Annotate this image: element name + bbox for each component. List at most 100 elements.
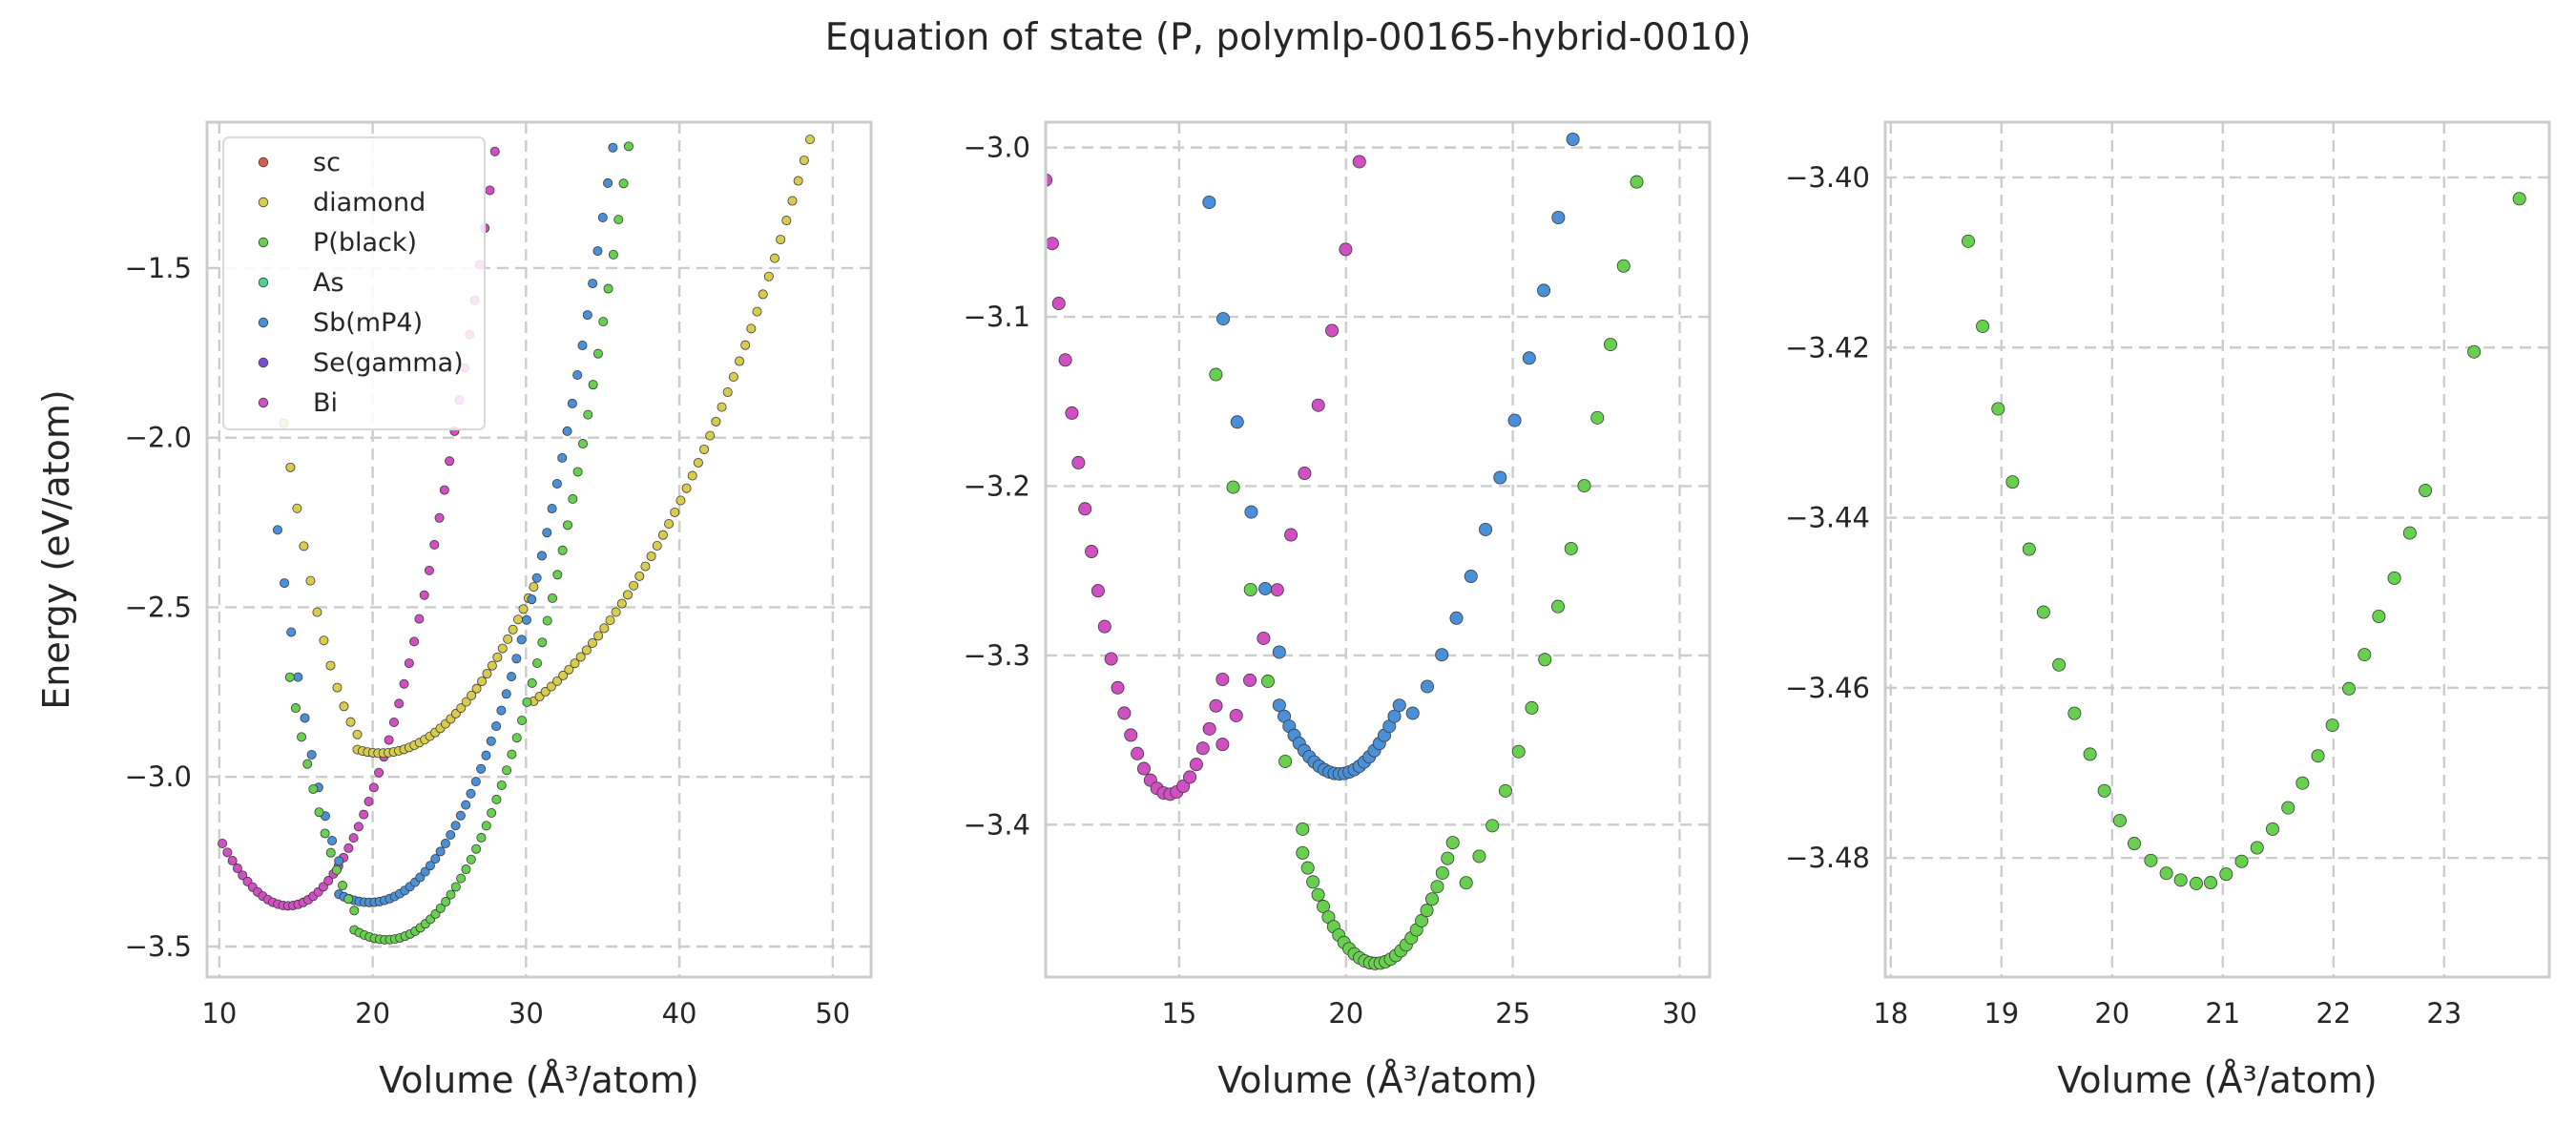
y-tick-label: −2.0 xyxy=(125,422,192,454)
data-point-bi xyxy=(424,565,434,575)
data-point-bi xyxy=(489,146,500,156)
series-bi xyxy=(218,146,500,911)
series-sb-mp4 xyxy=(1202,133,1580,781)
data-point-bi xyxy=(388,717,399,727)
data-point-p-black xyxy=(1630,175,1644,189)
data-point-p-black xyxy=(1511,744,1526,759)
data-point-sb-mp4 xyxy=(1216,312,1231,326)
data-point-sb-mp4 xyxy=(1230,415,1244,429)
data-point-p-black xyxy=(511,733,522,743)
data-point-sb-mp4 xyxy=(280,578,290,589)
data-point-sb-mp4 xyxy=(491,721,502,732)
data-point-sb-mp4 xyxy=(1522,351,1536,365)
legend-marker-sb-mp4 xyxy=(258,317,269,328)
data-point-bi xyxy=(1136,761,1151,776)
data-point-p-black xyxy=(1226,480,1240,494)
data-point-p-black xyxy=(349,906,360,916)
data-point-diamond xyxy=(518,604,529,614)
data-point-p-black xyxy=(2311,749,2325,763)
data-point-sb-mp4 xyxy=(425,861,435,871)
data-point-diamond xyxy=(818,92,826,100)
legend-label-p-black: P(black) xyxy=(313,228,417,258)
data-point-sb-mp4 xyxy=(618,69,627,77)
series-bi xyxy=(1046,155,1366,802)
data-point-p-black xyxy=(1300,861,1315,875)
data-point-sb-mp4 xyxy=(300,713,310,723)
data-point-bi xyxy=(368,782,379,793)
data-point-p-black xyxy=(2204,876,2218,890)
data-point-p-black xyxy=(2083,747,2097,761)
data-point-p-black xyxy=(572,467,583,477)
data-point-diamond xyxy=(461,697,471,707)
data-point-p-black xyxy=(1616,259,1631,273)
data-point-p-black xyxy=(1577,479,1591,493)
data-point-sb-mp4 xyxy=(1392,698,1406,713)
data-point-p-black xyxy=(1430,880,1444,894)
data-point-sb-mp4 xyxy=(1244,505,1258,519)
x-tick-label: 20 xyxy=(1328,997,1363,1030)
data-point-sb-mp4 xyxy=(557,452,568,463)
data-point-bi xyxy=(1091,584,1105,598)
data-point-diamond xyxy=(570,658,580,669)
data-point-sb-mp4 xyxy=(567,398,577,408)
data-point-bi xyxy=(1131,746,1145,760)
data-point-diamond xyxy=(629,580,639,591)
data-point-diamond xyxy=(332,682,343,693)
data-point-bi xyxy=(1270,583,1284,597)
data-point-bi xyxy=(409,636,420,647)
data-point-p-black xyxy=(1459,876,1473,890)
data-point-p-black xyxy=(2144,853,2158,867)
data-point-sb-mp4 xyxy=(470,777,481,787)
legend-marker-as xyxy=(258,277,269,288)
data-point-p-black xyxy=(577,439,588,449)
data-point-sb-mp4 xyxy=(486,736,496,746)
data-point-diamond xyxy=(664,518,675,529)
series-p-black xyxy=(1961,192,2526,890)
data-point-p-black xyxy=(592,348,603,359)
data-point-p-black xyxy=(466,854,476,864)
series-sb-mp4 xyxy=(272,69,627,907)
data-point-diamond xyxy=(599,623,610,634)
data-point-diamond xyxy=(492,652,503,662)
data-point-p-black xyxy=(1644,86,1656,98)
data-point-bi xyxy=(429,539,440,550)
data-point-bi xyxy=(1195,741,1210,756)
x-tick-label: 18 xyxy=(1873,997,1908,1030)
series-p-black xyxy=(284,141,634,945)
data-point-p-black xyxy=(435,903,446,913)
data-point-p-black xyxy=(1243,583,1257,597)
data-point-p-black xyxy=(1485,819,1500,833)
legend-marker-se-gamma xyxy=(258,357,269,368)
data-point-p-black xyxy=(522,697,532,707)
data-point-p-black xyxy=(496,780,507,790)
axes-frame xyxy=(1044,120,1712,979)
data-point-p-black xyxy=(583,409,593,420)
data-point-sb-mp4 xyxy=(1387,709,1402,723)
data-point-diamond xyxy=(508,624,518,635)
data-point-p-black xyxy=(441,897,451,907)
data-point-bi xyxy=(227,856,238,866)
data-point-p-black xyxy=(297,732,307,742)
data-point-p-black xyxy=(2387,571,2401,585)
data-point-diamond xyxy=(804,135,815,145)
data-point-diamond xyxy=(787,196,798,206)
data-point-p-black xyxy=(2265,822,2279,836)
data-point-diamond xyxy=(781,216,792,226)
legend-label-se-gamma: Se(gamma) xyxy=(313,348,464,378)
data-point-diamond xyxy=(558,670,569,680)
data-point-diamond xyxy=(611,607,621,617)
data-point-sb-mp4 xyxy=(582,310,592,321)
data-point-diamond xyxy=(325,660,336,671)
data-point-p-black xyxy=(456,873,467,884)
y-tick-label: −3.2 xyxy=(964,469,1030,502)
data-point-p-black xyxy=(1564,541,1578,555)
data-point-diamond xyxy=(752,306,762,317)
data-point-bi xyxy=(1111,680,1125,695)
data-point-sb-mp4 xyxy=(430,854,441,864)
data-point-sb-mp4 xyxy=(608,142,618,153)
data-point-diamond xyxy=(305,575,316,586)
data-point-sb-mp4 xyxy=(293,672,303,682)
data-point-bi xyxy=(439,485,449,495)
data-point-diamond xyxy=(487,660,497,671)
data-point-diamond xyxy=(467,690,477,700)
